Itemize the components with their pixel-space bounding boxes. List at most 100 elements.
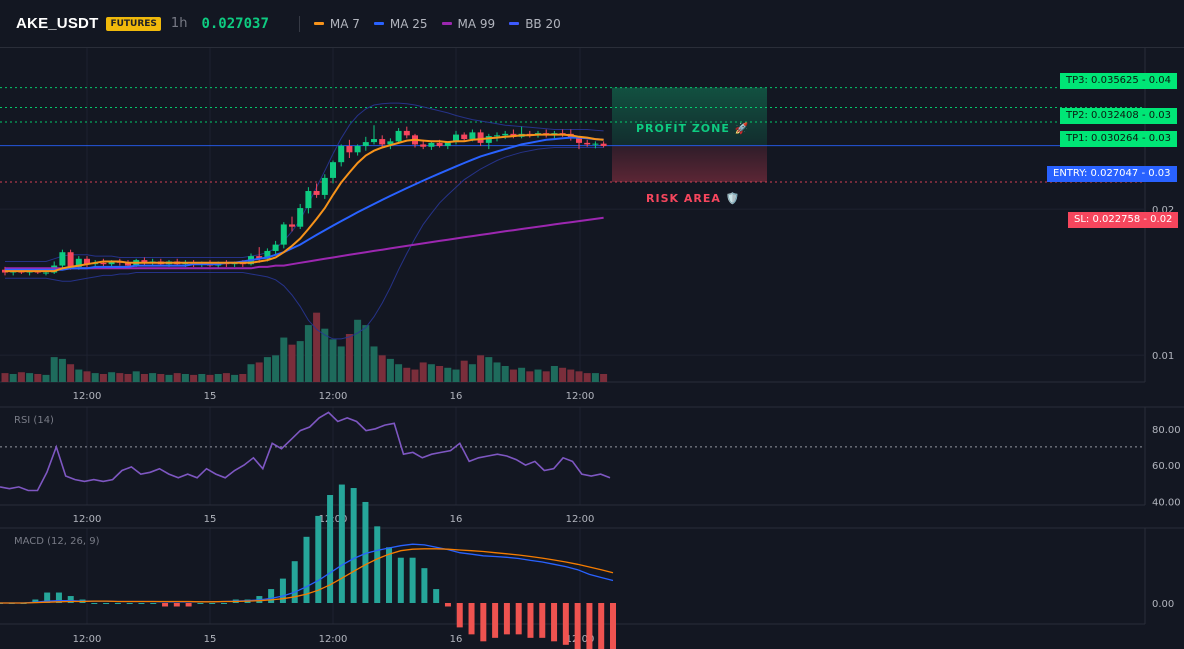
candle-body — [100, 262, 107, 265]
macd-histogram-bar — [574, 603, 581, 649]
symbol-name[interactable]: AKE_USDT — [16, 15, 99, 32]
time-axis-label-macd: 15 — [204, 634, 217, 645]
volume-bar — [157, 374, 165, 382]
candle-body — [371, 139, 377, 143]
candle-body — [420, 144, 427, 147]
tp3-axis-label: 0.04 — [1148, 75, 1171, 86]
volume-bar — [190, 374, 198, 382]
macd-histogram-bar — [338, 484, 345, 603]
candle-body — [280, 224, 287, 245]
sl-tag: SL: 0.022758 - 0.02 — [1068, 212, 1179, 228]
legend-ma99[interactable]: MA 99 — [441, 17, 495, 31]
candle-body — [141, 260, 148, 263]
rsi-panel-title: RSI (14) — [14, 415, 54, 426]
legend-ma25[interactable]: MA 25 — [373, 17, 428, 31]
volume-bar — [214, 374, 222, 382]
volume-bar — [526, 371, 534, 382]
candle-body — [485, 136, 492, 143]
macd-histogram-bar — [610, 603, 616, 649]
volume-bar — [395, 364, 403, 382]
ma7-swatch-icon — [313, 22, 324, 25]
macd-histogram-bar — [114, 603, 121, 604]
candle-body — [67, 252, 74, 267]
time-axis-label-main: 12:00 — [319, 391, 348, 402]
time-axis-label-macd: 12:00 — [319, 634, 348, 645]
volume-bar — [591, 373, 599, 382]
candle-body — [436, 142, 443, 146]
legend-bb20[interactable]: BB 20 — [509, 17, 561, 31]
volume-bar — [34, 374, 42, 382]
candle-body — [576, 138, 582, 143]
volume-bar — [509, 369, 517, 382]
candle-body — [108, 261, 115, 265]
legend-ma7-label: MA 7 — [329, 16, 360, 31]
volume-bar — [321, 328, 329, 382]
macd-histogram-bar — [291, 561, 298, 603]
bb-lower-line — [5, 147, 604, 340]
macd-histogram-bar — [456, 603, 463, 628]
macd-histogram-bar — [586, 603, 593, 649]
volume-bar — [567, 369, 575, 382]
volume-bar — [140, 374, 148, 382]
volume-bar — [296, 341, 304, 382]
macd-histogram-bar — [173, 603, 180, 607]
macd-histogram-bar — [397, 557, 404, 603]
volume-bar — [386, 358, 394, 382]
volume-bar — [67, 364, 75, 382]
volume-bar — [239, 374, 247, 382]
volume-bar — [116, 373, 124, 382]
volume-bar — [444, 367, 452, 382]
legend-bb20-label: BB 20 — [525, 16, 561, 31]
macd-axis-label: 0.00 — [1152, 599, 1174, 610]
volume-bar — [313, 312, 321, 382]
volume-bar — [460, 360, 468, 382]
rsi-axis-label: 60.00 — [1152, 461, 1181, 472]
volume-bar — [542, 371, 550, 382]
candle-body — [354, 145, 361, 153]
macd-histogram-bar — [32, 599, 39, 603]
volume-bar — [1, 373, 9, 382]
profit-zone-box — [612, 87, 767, 146]
volume-bar — [124, 374, 132, 382]
macd-histogram-bar — [598, 603, 605, 649]
volume-bar — [272, 355, 280, 382]
macd-histogram-bar — [268, 589, 275, 603]
volume-bar — [329, 339, 337, 382]
sl-tag-label: SL: 0.022758 — [1074, 214, 1141, 225]
macd-histogram-bar — [362, 501, 369, 603]
macd-histogram-bar — [468, 603, 475, 635]
candle-body — [330, 162, 336, 178]
volume-bar — [370, 346, 378, 382]
macd-histogram-bar — [150, 603, 157, 604]
volume-bar — [345, 334, 353, 382]
rsi-axis-label: 80.00 — [1152, 425, 1181, 436]
volume-bar — [304, 325, 312, 382]
ma99-line — [5, 216, 604, 270]
macd-histogram-bar — [44, 592, 51, 603]
sl-axis-label: 0.02 — [1150, 214, 1173, 225]
chart-header: AKE_USDT FUTURES 1h 0.027037 MA 7 MA 25 … — [0, 0, 1184, 48]
interval-label[interactable]: 1h — [170, 16, 188, 31]
candle-body — [403, 130, 410, 136]
macd-histogram-bar — [327, 495, 334, 603]
time-axis-label-main: 16 — [450, 391, 463, 402]
volume-bar — [534, 369, 542, 382]
volume-bar — [91, 373, 99, 382]
macd-histogram-bar — [138, 603, 145, 604]
volume-bar — [83, 371, 91, 382]
entry-tag-label: ENTRY: 0.027047 — [1053, 168, 1139, 179]
candle-body — [453, 134, 459, 143]
candle-body — [264, 250, 271, 259]
time-axis-label-rsi: 15 — [204, 514, 217, 525]
volume-bar — [42, 374, 50, 382]
volume-bar — [575, 371, 583, 382]
volume-bar — [436, 366, 444, 382]
candle-body — [477, 132, 484, 143]
legend-ma7[interactable]: MA 7 — [313, 16, 360, 31]
candle-body — [395, 130, 402, 142]
candle-body — [584, 142, 591, 145]
volume-bar — [231, 374, 239, 382]
time-axis-label-main: 15 — [204, 391, 217, 402]
volume-bar — [280, 337, 288, 382]
